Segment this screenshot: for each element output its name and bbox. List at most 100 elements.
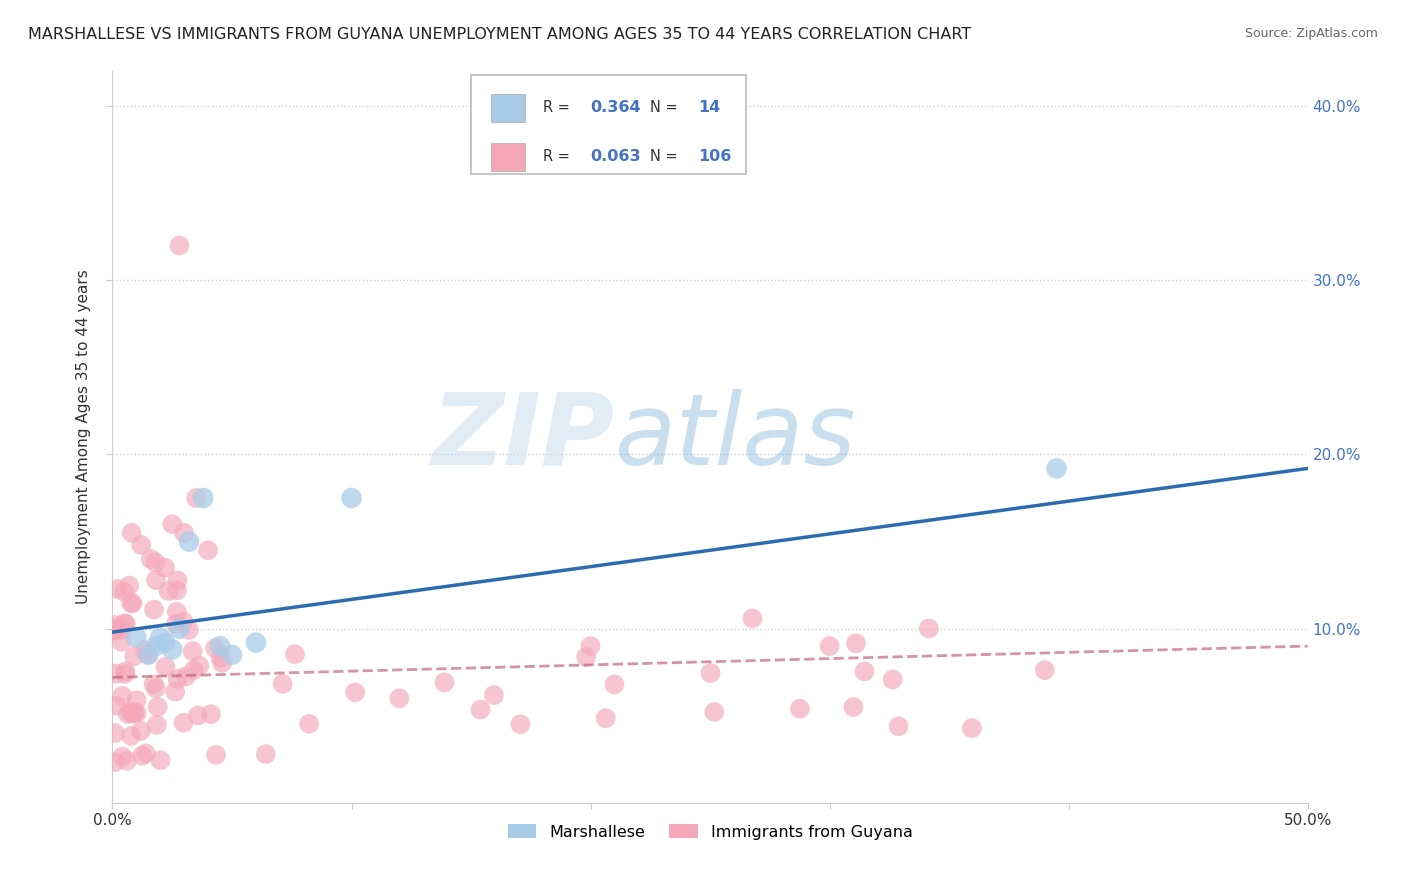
Text: N =: N = [650, 150, 682, 164]
Point [129, 723, 152, 738]
Text: N =: N = [650, 101, 682, 115]
Point [433, 675, 456, 690]
Point [818, 639, 841, 653]
Point [110, 634, 132, 648]
Point [162, 642, 183, 657]
Point [575, 650, 598, 665]
Point [145, 681, 167, 695]
Point [122, 649, 145, 664]
Point [122, 705, 145, 719]
Point [187, 708, 209, 723]
Point [115, 754, 138, 768]
Point [205, 747, 228, 762]
Point [173, 615, 195, 629]
Point [173, 525, 195, 540]
Point [165, 684, 187, 698]
Point [153, 560, 176, 574]
Point [344, 685, 367, 699]
Point [114, 665, 136, 679]
Point [853, 665, 876, 679]
Point [120, 705, 142, 719]
Point [960, 721, 983, 735]
FancyBboxPatch shape [491, 94, 524, 122]
Point [129, 538, 152, 552]
Point [298, 716, 321, 731]
Point [125, 706, 148, 720]
Point [887, 719, 910, 733]
Legend: Marshallese, Immigrants from Guyana: Marshallese, Immigrants from Guyana [502, 818, 918, 846]
Point [388, 691, 411, 706]
Point [162, 517, 183, 532]
Point [595, 711, 617, 725]
Point [177, 623, 200, 637]
Point [115, 616, 138, 631]
Point [111, 689, 134, 703]
Point [166, 672, 188, 686]
Point [125, 693, 148, 707]
Point [204, 641, 226, 656]
Point [157, 584, 180, 599]
Point [149, 631, 172, 645]
Point [188, 658, 211, 673]
Text: MARSHALLESE VS IMMIGRANTS FROM GUYANA UNEMPLOYMENT AMONG AGES 35 TO 44 YEARS COR: MARSHALLESE VS IMMIGRANTS FROM GUYANA UN… [28, 27, 972, 42]
Point [166, 605, 188, 619]
Point [174, 669, 197, 683]
Point [200, 707, 222, 722]
Text: ZIP: ZIP [432, 389, 614, 485]
Point [166, 574, 188, 588]
Point [121, 525, 143, 540]
Point [703, 705, 725, 719]
Point [104, 623, 127, 637]
Y-axis label: Unemployment Among Ages 35 to 44 years: Unemployment Among Ages 35 to 44 years [76, 269, 91, 605]
Point [918, 622, 941, 636]
Point [1033, 663, 1056, 677]
Point [104, 726, 127, 740]
Text: Source: ZipAtlas.com: Source: ZipAtlas.com [1244, 27, 1378, 40]
Point [153, 635, 176, 649]
Point [155, 660, 177, 674]
Point [138, 648, 160, 662]
Point [120, 729, 142, 743]
Point [134, 643, 156, 657]
Point [183, 663, 205, 677]
Point [104, 755, 127, 769]
Point [842, 700, 865, 714]
Point [177, 534, 200, 549]
Point [125, 631, 148, 645]
Text: 14: 14 [699, 101, 720, 115]
Point [209, 650, 232, 665]
Point [111, 622, 134, 636]
Point [135, 747, 157, 761]
Point [131, 748, 153, 763]
Point [245, 635, 267, 649]
Point [139, 552, 162, 566]
Point [149, 753, 172, 767]
Point [173, 715, 195, 730]
Point [121, 596, 143, 610]
Point [699, 665, 721, 680]
Point [482, 688, 505, 702]
Point [114, 667, 136, 681]
Point [340, 491, 363, 505]
Text: 0.364: 0.364 [591, 101, 641, 115]
Point [166, 583, 188, 598]
Point [509, 717, 531, 731]
Point [142, 602, 165, 616]
Text: 106: 106 [699, 150, 731, 164]
Point [470, 703, 492, 717]
FancyBboxPatch shape [471, 75, 747, 174]
Point [789, 701, 811, 715]
Point [105, 698, 128, 713]
Point [186, 491, 208, 505]
Point [104, 624, 127, 638]
Text: 0.063: 0.063 [591, 150, 641, 164]
Point [181, 644, 204, 658]
Point [117, 706, 139, 721]
Point [165, 617, 187, 632]
Point [104, 666, 127, 681]
Point [118, 578, 141, 592]
Point [145, 639, 167, 653]
Point [146, 699, 169, 714]
Point [124, 706, 146, 720]
Point [193, 491, 215, 505]
